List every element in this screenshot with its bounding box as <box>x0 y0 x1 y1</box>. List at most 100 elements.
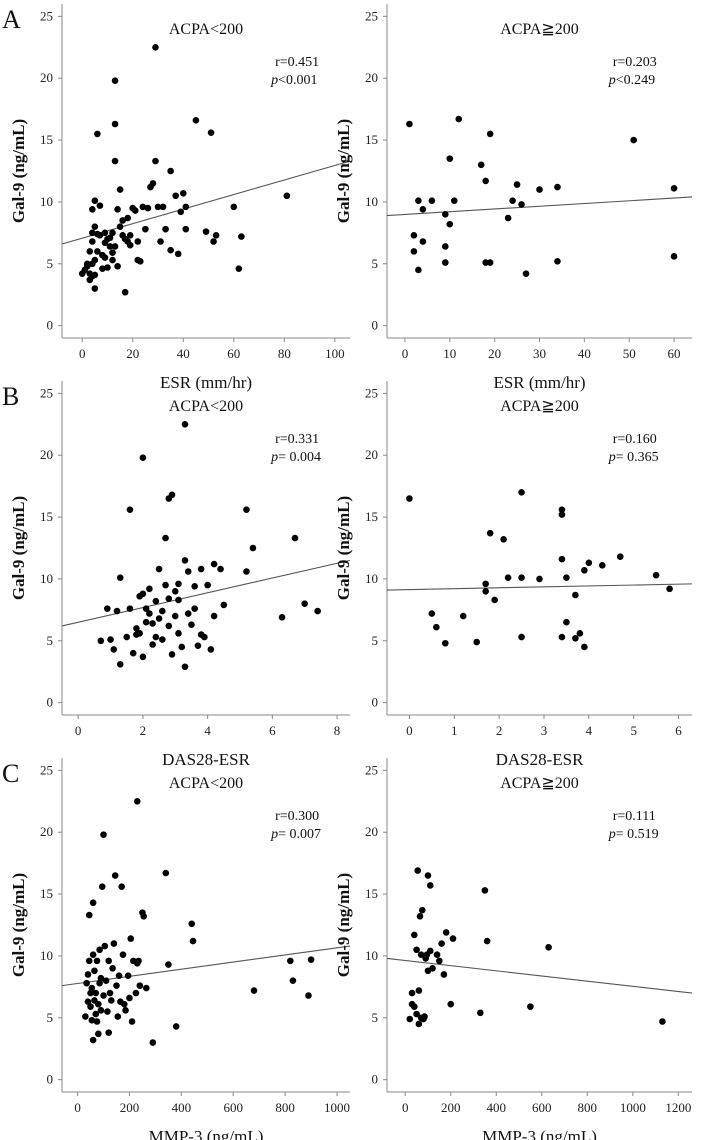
data-point <box>175 580 182 588</box>
regression-line <box>386 583 693 591</box>
data-point <box>314 607 321 615</box>
y-tick-label: 5 <box>372 1010 379 1025</box>
y-tick-label: 20 <box>365 447 378 462</box>
data-point <box>411 931 418 939</box>
y-tick-label: 10 <box>365 948 378 963</box>
p-symbol: p <box>608 827 616 842</box>
data-point <box>175 596 182 604</box>
data-point <box>86 248 94 255</box>
data-point <box>210 560 218 568</box>
data-point <box>424 872 432 879</box>
data-point <box>128 1018 136 1025</box>
data-point <box>426 882 434 889</box>
data-point <box>91 197 99 204</box>
data-point <box>91 967 98 975</box>
data-point <box>616 553 624 560</box>
data-point <box>518 574 525 581</box>
data-point <box>630 136 637 144</box>
data-point <box>192 116 200 124</box>
x-tick-label: 20 <box>488 346 501 361</box>
data-point <box>106 989 114 997</box>
y-tick-label: 25 <box>365 762 378 777</box>
y-tick-label: 25 <box>365 385 378 400</box>
panel-letter-a: A <box>2 5 21 34</box>
x-tick-label: 2 <box>140 723 147 738</box>
data-point <box>119 951 127 958</box>
data-point <box>406 1015 414 1023</box>
data-point <box>111 120 119 128</box>
y-tick-label: 0 <box>47 318 54 333</box>
correlation-r: r=0.451 <box>275 55 319 70</box>
x-tick-label: 200 <box>120 1100 140 1115</box>
data-point <box>518 201 525 208</box>
data-point <box>96 232 104 239</box>
data-point <box>421 1013 428 1020</box>
data-point <box>85 957 93 965</box>
data-point <box>120 1000 128 1008</box>
data-point <box>536 575 543 583</box>
data-point <box>133 960 141 967</box>
x-tick-label: 1200 <box>665 1100 691 1115</box>
data-point <box>413 1010 420 1018</box>
data-point <box>98 883 106 890</box>
data-point <box>97 637 105 645</box>
data-point <box>415 266 422 274</box>
x-axis-label: ESR (mm/hr) <box>160 373 252 392</box>
data-point <box>87 1003 94 1010</box>
data-point <box>670 253 678 260</box>
data-point <box>243 506 250 513</box>
y-tick-label: 0 <box>47 695 54 710</box>
chart-A-right: 0 5 10 15 20 25 0 10 20 30 40 50 60 ESR (mm/hr) Gal-9 … <box>334 4 693 392</box>
x-axis-label: ESR (mm/hr) <box>493 373 585 392</box>
chart-title: ACPA≧200 <box>500 398 579 415</box>
y-tick-label: 5 <box>47 1010 54 1025</box>
data-point <box>220 601 228 609</box>
data-point <box>116 186 124 193</box>
data-point <box>291 534 299 542</box>
x-tick-label: 40 <box>177 346 190 361</box>
data-point <box>486 259 494 266</box>
data-point <box>504 214 512 222</box>
panel-letter-b: B <box>2 382 19 411</box>
data-point <box>87 989 94 997</box>
chart-B-left: 0 5 10 15 20 25 0 2 4 6 8 DAS28-ESR Gal-9 (ng/mL) ACP… <box>9 381 351 769</box>
x-tick-label: 8 <box>334 723 341 738</box>
x-tick-label: 0 <box>406 723 413 738</box>
data-point <box>93 1018 101 1025</box>
data-point <box>155 565 163 573</box>
data-point <box>119 217 126 224</box>
data-point <box>96 979 103 987</box>
regression-line <box>386 196 693 217</box>
data-point <box>144 204 152 212</box>
data-point <box>446 155 454 162</box>
data-point <box>482 580 489 588</box>
data-point <box>104 264 111 271</box>
data-point <box>114 262 121 270</box>
data-point <box>89 238 96 245</box>
data-point <box>440 971 448 978</box>
correlation-r: r=0.203 <box>613 55 657 70</box>
x-tick-label: 2 <box>496 723 503 738</box>
data-point <box>85 911 93 919</box>
data-point <box>415 1020 423 1028</box>
chart-title: ACPA<200 <box>169 398 243 415</box>
chart-title: ACPA<200 <box>169 775 243 792</box>
data-point <box>184 568 192 575</box>
chart-C-right: 0 5 10 15 20 25 0 200 400 600 800 1000 1200 MMP-3 (ng… <box>334 758 693 1140</box>
data-point <box>91 285 99 292</box>
data-point <box>126 232 134 239</box>
data-point <box>109 964 116 972</box>
data-point <box>167 246 174 254</box>
data-point <box>446 220 454 228</box>
data-point <box>91 271 99 279</box>
data-point <box>207 646 215 653</box>
y-tick-label: 25 <box>40 762 53 777</box>
data-point <box>235 265 243 273</box>
data-point <box>554 258 561 265</box>
data-point <box>171 612 179 620</box>
data-point <box>477 161 485 169</box>
data-point <box>184 610 192 617</box>
y-tick-label: 5 <box>372 633 379 648</box>
data-point <box>509 197 516 204</box>
data-point <box>123 633 131 641</box>
